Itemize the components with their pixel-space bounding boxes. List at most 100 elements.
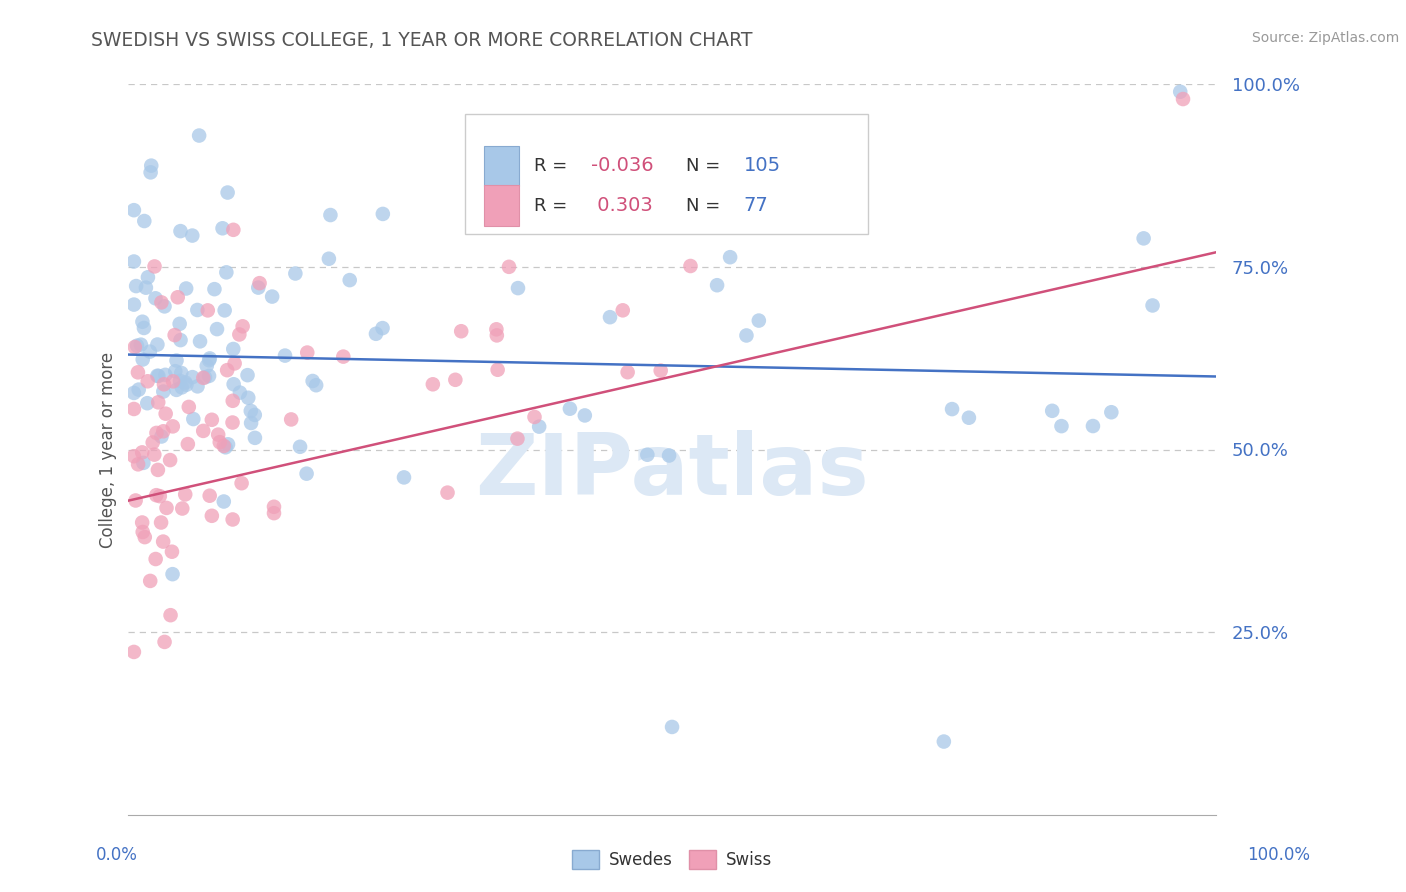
Point [198, 351, 221, 366]
Point [222, 342, 245, 356]
Point [1081, 419, 1104, 434]
Point [152, 384, 174, 399]
Point [143, 260, 166, 274]
Point [212, 494, 235, 508]
Point [422, 377, 444, 392]
Point [506, 432, 529, 446]
Point [136, 270, 159, 285]
Point [172, 501, 194, 516]
Point [170, 366, 193, 380]
Point [136, 396, 159, 410]
Point [146, 463, 169, 477]
Point [679, 259, 702, 273]
Point [124, 493, 146, 508]
Point [166, 290, 188, 304]
Text: Source: ZipAtlas.com: Source: ZipAtlas.com [1251, 31, 1399, 45]
Point [159, 608, 181, 623]
Point [132, 321, 155, 335]
Point [134, 530, 156, 544]
Point [136, 374, 159, 388]
Point [122, 297, 145, 311]
Point [146, 368, 169, 383]
Point [523, 409, 546, 424]
Point [169, 333, 191, 347]
Point [145, 425, 167, 440]
Point [932, 734, 955, 748]
Point [177, 400, 200, 414]
Point [1132, 231, 1154, 245]
Point [145, 291, 167, 305]
Point [181, 370, 204, 384]
Text: 77: 77 [744, 196, 769, 215]
Text: 105: 105 [744, 156, 780, 176]
Point [229, 385, 252, 400]
Point [332, 350, 354, 364]
Point [201, 413, 224, 427]
Point [957, 410, 980, 425]
Legend: Swedes, Swiss: Swedes, Swiss [565, 843, 779, 876]
Point [174, 487, 197, 501]
Point [240, 416, 263, 430]
Point [181, 228, 204, 243]
Point [188, 334, 211, 349]
Point [697, 134, 720, 148]
Point [485, 328, 508, 343]
Point [339, 273, 361, 287]
Point [139, 344, 162, 359]
Point [162, 567, 184, 582]
Point [221, 416, 243, 430]
Point [193, 424, 215, 438]
Point [217, 186, 239, 200]
Point [198, 353, 221, 368]
Point [153, 377, 176, 392]
Point [128, 383, 150, 397]
Point [198, 368, 221, 383]
Point [122, 254, 145, 268]
Point [297, 345, 319, 359]
Point [122, 386, 145, 401]
Point [195, 359, 218, 373]
Point [170, 380, 193, 394]
Point [214, 303, 236, 318]
Point [239, 404, 262, 418]
Point [148, 368, 170, 383]
Point [208, 435, 231, 450]
FancyBboxPatch shape [484, 186, 519, 226]
Point [127, 458, 149, 472]
Point [127, 365, 149, 379]
Point [941, 402, 963, 417]
Point [148, 395, 170, 409]
Point [153, 299, 176, 313]
Point [143, 448, 166, 462]
Point [1099, 405, 1122, 419]
Point [318, 252, 340, 266]
Point [169, 374, 191, 388]
Point [224, 356, 246, 370]
Point [169, 224, 191, 238]
Point [364, 326, 387, 341]
Point [718, 250, 741, 264]
Point [612, 303, 634, 318]
Point [149, 489, 172, 503]
Text: N =: N = [686, 157, 725, 175]
Point [205, 322, 228, 336]
Point [214, 440, 236, 454]
Point [125, 279, 148, 293]
Point [371, 207, 394, 221]
Point [215, 265, 238, 279]
Point [228, 327, 250, 342]
Point [153, 635, 176, 649]
Point [1050, 419, 1073, 434]
Point [616, 365, 638, 379]
Point [198, 489, 221, 503]
Point [217, 437, 239, 451]
Text: -0.036: -0.036 [591, 156, 654, 176]
Point [176, 377, 198, 392]
Point [139, 165, 162, 179]
Point [1142, 298, 1164, 312]
Point [236, 368, 259, 383]
Point [284, 267, 307, 281]
Point [141, 159, 163, 173]
Point [150, 429, 173, 443]
Point [450, 324, 472, 338]
